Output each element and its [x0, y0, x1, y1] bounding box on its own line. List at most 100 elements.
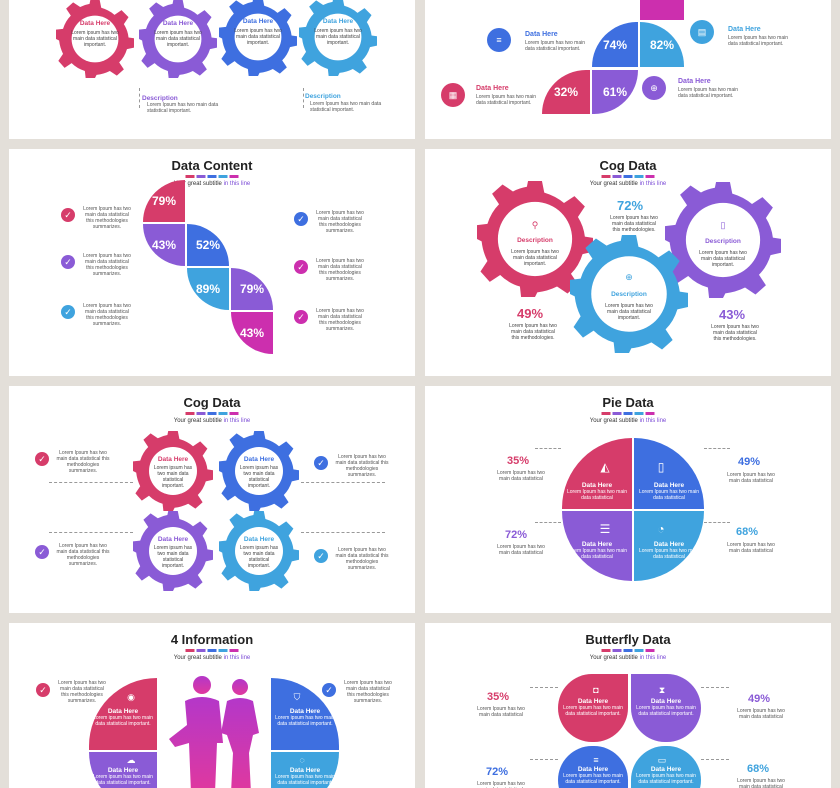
description-text: Lorem Ipsum has two main data statistica… — [511, 249, 559, 267]
gear-lightblue — [219, 511, 299, 591]
check-icon: ✓ — [36, 683, 50, 697]
description-label: Description — [305, 93, 341, 100]
slide-pie-data[interactable]: Pie Data Your great subtitle in this lin… — [425, 386, 831, 613]
slide-percent-quadrants[interactable]: 74% 82% 32% 61% ≡ Data Here Lorem Ipsum … — [425, 0, 831, 139]
value-49: 49% — [738, 456, 761, 468]
segment-43-bottom: 43% — [231, 312, 273, 354]
slide-butterfly-data[interactable]: Butterfly Data Your great subtitle in th… — [425, 623, 831, 788]
description-label: Description — [142, 95, 178, 102]
check-icon: ✓ — [294, 212, 308, 226]
gear-blue — [219, 431, 299, 511]
slide-data-content[interactable]: Data Content Your great subtitle in this… — [9, 149, 415, 376]
slide-title: 4 Information — [170, 632, 254, 647]
wing-pink: Data Here Lorem ipsum has two main data s… — [558, 674, 628, 742]
slide-title: Cog Data — [599, 158, 657, 173]
wing-purple: Data Here Lorem ipsum has two main data s… — [631, 674, 701, 742]
value-35: 35% — [487, 691, 510, 703]
value-text: Lorem Ipsum has two main data statistica… — [477, 781, 525, 788]
item-text: Lorem Ipsum has two main data statistica… — [56, 543, 110, 567]
connector — [301, 482, 385, 483]
item-text: Lorem Ipsum has two main data statistica… — [525, 40, 586, 52]
segment-43-left: 43% — [143, 224, 185, 266]
eye-icon: ◉ — [127, 691, 135, 702]
color-bar — [601, 412, 655, 415]
gear-blue — [219, 0, 297, 76]
gear-label: Data Here — [157, 536, 189, 543]
item-label: Data Here — [525, 31, 558, 38]
shield-icon: ⛉ — [293, 691, 301, 702]
connector — [535, 522, 561, 523]
slide-subtitle: Your great subtitle in this line — [589, 181, 667, 187]
value-68: 68% — [747, 763, 770, 775]
value-text: Lorem Ipsum has two main data statistica… — [727, 472, 775, 484]
slide-cog-data-3[interactable]: Cog Data Your great subtitle in this lin… — [425, 149, 831, 376]
description-label: Description — [517, 237, 553, 244]
slide-gears-row[interactable]: Data Here Lorem ipsum has two main data … — [9, 0, 415, 139]
value-text: Lorem Ipsum has two main data statistica… — [737, 708, 785, 720]
hourglass-icon: ⧗ — [658, 684, 666, 695]
description-text: Lorem Ipsum has two main data statistica… — [147, 102, 219, 114]
gear-purple — [665, 182, 781, 298]
value-text: Lorem Ipsum has two main data statistica… — [477, 706, 525, 718]
slide-4-information[interactable]: 4 Information Your great subtitle in thi… — [9, 623, 415, 788]
gear-text: Lorem ipsum has two main data statistica… — [153, 545, 193, 569]
item-label: Data Here — [476, 85, 509, 92]
gear-pink — [133, 431, 213, 511]
item-text: Lorem Ipsum has two main data statistica… — [83, 206, 131, 230]
value-72: 72% — [486, 766, 509, 778]
gear-text: Lorem ipsum has two main data statistica… — [154, 30, 202, 48]
connector — [530, 759, 558, 760]
slide-cog-data-4[interactable]: Cog Data Your great subtitle in this lin… — [9, 386, 415, 613]
segment-61: 61% — [592, 70, 638, 114]
connector — [701, 759, 729, 760]
gear-pink — [477, 181, 593, 297]
gear-label: Data Here — [322, 18, 354, 25]
segment-74: 74% — [592, 22, 638, 67]
description-text: Lorem Ipsum has two main data statistica… — [699, 250, 747, 268]
gear-label: Data Here — [242, 18, 274, 25]
value-72: 72% — [505, 529, 528, 541]
value-49: 49% — [748, 693, 771, 705]
server-icon: ≡ — [593, 755, 599, 765]
connector — [530, 687, 558, 688]
gear-text: Lorem ipsum has two main data statistica… — [71, 30, 119, 48]
item-text: Lorem Ipsum has two main data statistica… — [316, 210, 364, 234]
value-text: Lorem Ipsum has two main data statistica… — [737, 778, 785, 788]
connector — [301, 532, 385, 533]
gear-label: Data Here — [162, 20, 194, 27]
connector — [139, 88, 140, 108]
slide-title: Pie Data — [602, 395, 654, 410]
check-icon: ✓ — [294, 310, 308, 324]
clipboard-icon: ▤ — [690, 20, 714, 44]
value-text: Lorem Ipsum has two main data statistica… — [497, 544, 545, 556]
item-text: Lorem Ipsum has two main data statistica… — [316, 258, 364, 282]
phone-icon: ▯ — [657, 460, 665, 474]
gear-label: Data Here — [157, 456, 189, 463]
hierarchy-icon: ⚲ — [531, 219, 539, 230]
monitor-icon: ▭ — [657, 754, 667, 765]
slide-subtitle: Your great subtitle in this line — [173, 181, 251, 187]
item-text: Lorem Ipsum has two main data statistica… — [83, 253, 131, 277]
connector — [704, 448, 730, 449]
item-text: Lorem Ipsum has two main data statistica… — [344, 680, 392, 704]
gear-purple — [139, 0, 217, 78]
gear-text: Lorem ipsum has two main data statistica… — [239, 545, 279, 569]
item-text: Lorem Ipsum has two main data statistica… — [335, 454, 389, 478]
camera-icon: ◘ — [593, 685, 599, 695]
item-text: Lorem Ipsum has two main data statistica… — [476, 94, 537, 106]
item-text: Lorem Ipsum has two main data statistica… — [56, 450, 110, 474]
connector — [704, 522, 730, 523]
check-icon: ✓ — [35, 545, 49, 559]
description-text: Lorem Ipsum has two main data statistica… — [605, 303, 653, 321]
check-icon: ✓ — [314, 456, 328, 470]
quadrant-lightblue: Data Here Lorem ipsum has two main data s… — [271, 752, 339, 788]
description-text: Lorem Ipsum has two main data statistica… — [310, 101, 382, 113]
cloud-icon: ☁ — [126, 754, 136, 765]
check-icon: ✓ — [322, 683, 336, 697]
item-text: Lorem Ipsum has two main data statistica… — [316, 308, 364, 332]
check-icon: ✓ — [61, 255, 75, 269]
connector — [701, 687, 729, 688]
wing-blue: Data Here Lorem ipsum has two main data s… — [558, 746, 628, 788]
gear-text: Lorem ipsum has two main data statistica… — [314, 28, 362, 46]
check-icon: ✓ — [61, 305, 75, 319]
